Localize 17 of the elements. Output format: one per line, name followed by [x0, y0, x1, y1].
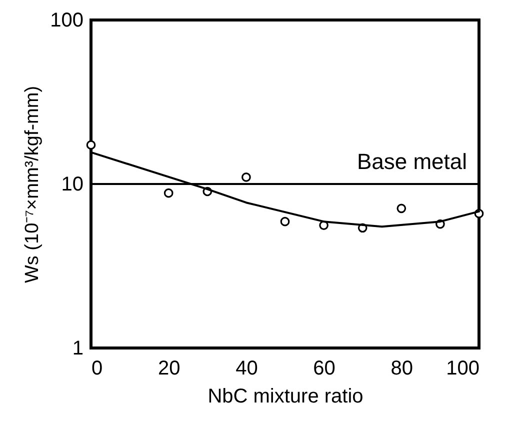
x-tick-label: 60: [313, 358, 336, 380]
y-tick-label: 100: [50, 10, 84, 32]
point: [396, 204, 406, 214]
x-tick-label: 100: [446, 358, 480, 380]
point: [242, 172, 251, 182]
x-tick-label: 80: [390, 358, 414, 380]
y-axis-title: Ws (10⁻⁷×mm³/kgf-mm): [22, 86, 44, 284]
y-tick-label: 1: [72, 338, 84, 360]
point: [164, 188, 174, 198]
x-tick-label: 20: [158, 358, 180, 380]
y-tick-label: 10: [61, 174, 84, 196]
x-tick-label: 40: [236, 358, 258, 380]
x-tick-label: 0: [92, 358, 103, 380]
ref-line-label: Base metal: [356, 149, 467, 174]
point: [280, 216, 290, 226]
x-axis-title: NbC mixture ratio: [208, 386, 364, 408]
point: [86, 140, 96, 150]
